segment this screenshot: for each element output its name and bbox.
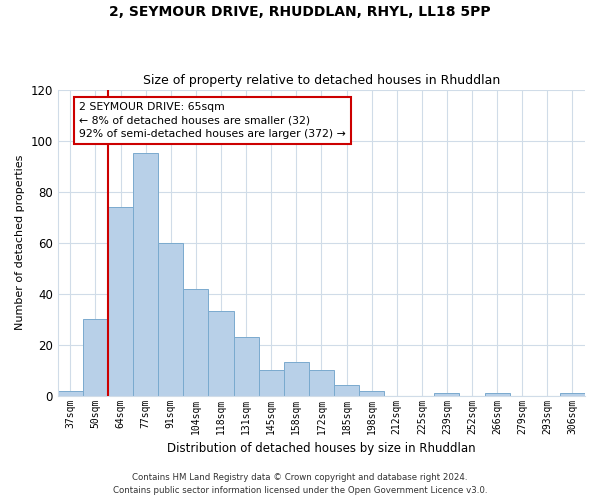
Bar [334, 386, 359, 396]
Y-axis label: Number of detached properties: Number of detached properties [15, 155, 25, 330]
Bar [284, 362, 309, 396]
Bar [485, 393, 509, 396]
Bar [108, 207, 133, 396]
Bar [83, 319, 108, 396]
Bar [309, 370, 334, 396]
Bar [233, 337, 259, 396]
Text: 2 SEYMOUR DRIVE: 65sqm
← 8% of detached houses are smaller (32)
92% of semi-deta: 2 SEYMOUR DRIVE: 65sqm ← 8% of detached … [79, 102, 346, 139]
Bar [58, 390, 83, 396]
Bar [359, 390, 384, 396]
Bar [184, 288, 208, 396]
Bar [560, 393, 585, 396]
Bar [208, 312, 233, 396]
Text: 2, SEYMOUR DRIVE, RHUDDLAN, RHYL, LL18 5PP: 2, SEYMOUR DRIVE, RHUDDLAN, RHYL, LL18 5… [109, 5, 491, 19]
X-axis label: Distribution of detached houses by size in Rhuddlan: Distribution of detached houses by size … [167, 442, 476, 455]
Bar [133, 154, 158, 396]
Text: Contains HM Land Registry data © Crown copyright and database right 2024.
Contai: Contains HM Land Registry data © Crown c… [113, 474, 487, 495]
Bar [259, 370, 284, 396]
Bar [434, 393, 460, 396]
Title: Size of property relative to detached houses in Rhuddlan: Size of property relative to detached ho… [143, 74, 500, 87]
Bar [158, 242, 184, 396]
